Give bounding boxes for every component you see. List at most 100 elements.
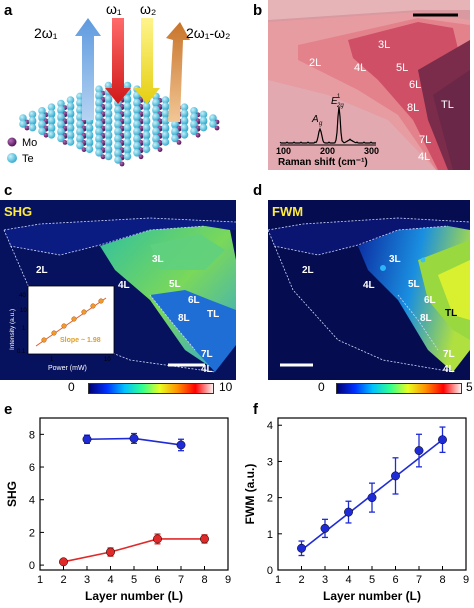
panel-b-optical-image: 2L 3L 4L 5L 6L 8L TL 7L 4L A g E 1 2g 10… [268,0,470,170]
layer-label: 6L [409,79,421,91]
te-atom [123,145,132,153]
layer-label: 7L [443,349,455,360]
layer-label: 3L [389,254,401,265]
te-atom [57,120,65,128]
te-atom [104,123,113,132]
inset-data-point [41,337,47,343]
te-atom [199,123,208,132]
mote2-lattice [19,78,220,167]
data-point [176,440,186,450]
te-atom [85,123,94,132]
te-atom [114,141,122,150]
te-atom [66,116,75,125]
data-point [438,435,447,445]
te-atom [133,113,141,121]
x-tick-label: 1 [275,574,281,586]
data-point [414,446,424,456]
panel-letter-d: d [253,182,263,199]
mo-atom [43,132,49,138]
te-atom [114,113,122,121]
layer-label: 5L [396,62,408,74]
y-tick-label: 4 [267,420,273,432]
raman-xtick: 300 [364,146,379,156]
te-atom [142,145,151,153]
legend-mo-label: Mo [22,137,37,149]
te-atom [123,138,132,146]
y-tick-label: 3 [267,456,273,468]
te-atom [104,81,113,90]
te-atom [171,127,179,135]
te-atom [104,95,113,103]
te-atom [190,120,198,128]
te-atom [123,152,132,161]
te-atom [76,113,84,121]
beam-w2-arrow [134,18,160,104]
te-atom [171,120,179,128]
inset-ytick: 40 [19,293,26,299]
y-tick-label: 6 [29,462,35,474]
x-tick-label: 3 [84,574,90,586]
te-atom [57,127,65,135]
layer-label: 3L [378,39,390,51]
inset-xtick: 10 [104,357,111,363]
te-atom [104,102,113,110]
te-atom [152,98,160,107]
te-atom [114,127,122,135]
y-tick-label: 8 [29,429,35,441]
peak-sub-e2g: 2g [336,103,344,109]
te-atom [104,138,113,146]
te-atom [95,134,103,143]
power-dependence-inset: 40 10 1 0.1 1 10 Slope ~ 1.98 Power (mW)… [9,285,115,372]
x-tick-label: 4 [107,574,113,586]
te-atom [66,96,75,104]
inset-xtick: 1 [50,357,54,363]
layer-label: 8L [407,102,419,114]
raman-xlabel: Raman shift (cm⁻¹) [278,157,368,168]
te-atom [104,109,113,117]
te-atom [114,105,122,114]
x-tick-label: 5 [369,574,375,586]
beam-w1-arrow [105,18,131,104]
te-atom [57,99,65,108]
chart-e-shg-vs-layer: 1 2 3 4 5 6 7 8 9 0 2 4 6 8 Layer number (L) SHG [5,417,231,603]
te-atom [142,109,151,117]
te-atom [123,95,132,103]
y-axis-label: SHG [5,481,19,507]
te-atom [209,114,217,122]
peak-label-ag: A [311,114,319,125]
te-atom [95,113,103,121]
legend-te-label: Te [22,153,34,165]
colorbar-d-max: 5 [466,380,473,394]
layer-label: 4L [118,280,130,291]
inset-xlabel: Power (mW) [48,365,87,372]
te-atom [104,131,113,139]
te-atom [114,156,122,164]
te-atom [123,81,132,90]
data-point [82,434,92,444]
y-tick-label: 4 [29,495,35,507]
te-atom [47,116,56,125]
layer-label: TL [445,308,457,319]
layer-label: 5L [169,279,181,290]
mo-atom [81,147,87,153]
raman-inset: A g E 1 2g 100 200 300 Raman shift (cm⁻¹… [276,94,379,168]
mo-atom-icon [7,137,17,147]
x-axis-label: Layer number (L) [85,589,183,603]
panel-d-fwm-map: FWM 2L 3L 4L 5L 6L 8L TL 7L 4L [268,200,470,380]
layer-label: 4L [418,151,430,163]
layer-label: TL [207,309,219,320]
y-tick-label: 1 [267,529,273,541]
te-atom [95,91,103,99]
te-atom [133,120,141,128]
te-atom [152,134,160,143]
te-atom [47,123,56,132]
layer-label: 4L [443,364,455,375]
colorbar-c [88,383,214,394]
peak-sub-ag: g [319,121,323,127]
layer-label: 5L [408,279,420,290]
te-atom [142,131,151,139]
beam-2w1-arrow [75,18,101,120]
te-atom [57,105,65,114]
x-tick-label: 9 [463,574,469,586]
te-atom [199,116,208,125]
